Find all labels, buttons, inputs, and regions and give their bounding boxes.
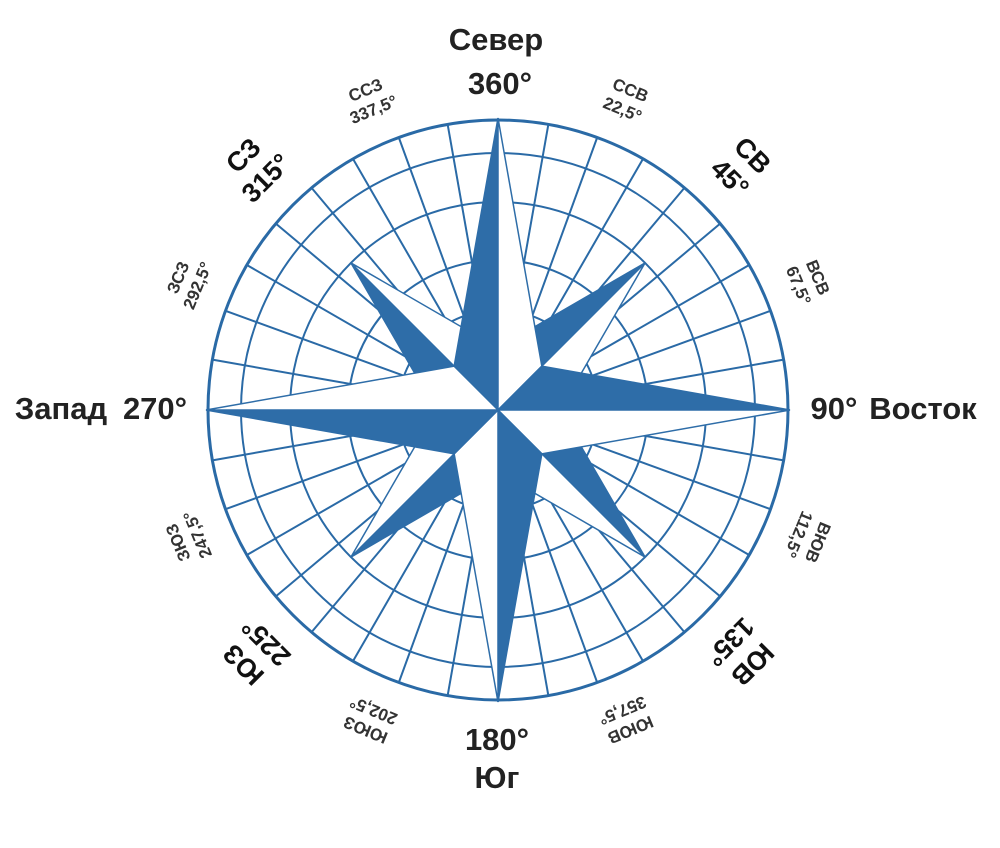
radial-line xyxy=(397,137,465,317)
north-degree: 360° xyxy=(468,66,532,101)
south-degree: 180° xyxy=(465,722,529,757)
radial-line xyxy=(547,158,644,324)
radial-line xyxy=(584,459,750,556)
radial-line xyxy=(352,158,449,324)
star xyxy=(205,117,791,703)
east-name: Восток xyxy=(869,391,977,426)
north-name: Север xyxy=(449,22,543,57)
radial-line xyxy=(225,443,405,511)
radial-line xyxy=(584,264,750,361)
radial-line xyxy=(246,264,412,361)
radial-line xyxy=(547,496,644,662)
west-degree: 270° xyxy=(123,391,187,426)
east-degree: 90° xyxy=(811,391,858,426)
radial-line xyxy=(591,309,771,377)
star-half-white xyxy=(205,365,500,411)
radial-line xyxy=(591,443,771,511)
radial-line xyxy=(531,503,599,683)
west-name: Запад xyxy=(15,391,108,426)
south-name: Юг xyxy=(475,760,520,795)
radial-line xyxy=(246,459,412,556)
radial-line xyxy=(225,309,405,377)
radial-line xyxy=(397,503,465,683)
radial-line xyxy=(531,137,599,317)
radial-line xyxy=(352,496,449,662)
